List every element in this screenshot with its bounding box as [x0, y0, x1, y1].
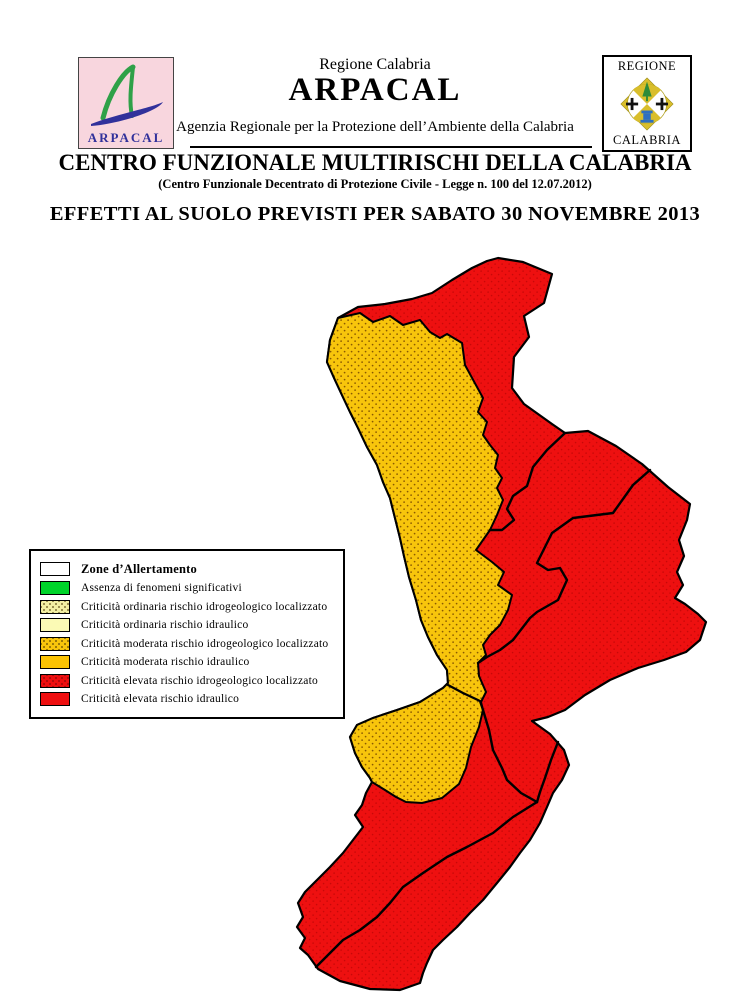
legend-swatch-amber [40, 655, 70, 670]
legend-row-moderata-idrogeologico: Criticità moderata rischio idrogeologico… [31, 636, 343, 651]
legend-label: Zone d’Allertamento [81, 561, 197, 576]
legend-row-ordinaria-idrogeologico: Criticità ordinaria rischio idrogeologic… [31, 599, 343, 614]
legend-label: Criticità ordinaria rischio idrogeologic… [81, 600, 328, 613]
map-zone-tyrrhenian-moderate [326, 312, 513, 804]
legend-swatch-green [40, 581, 70, 596]
page-title: EFFETTI AL SUOLO PREVISTI PER SABATO 30 … [49, 203, 701, 225]
centre-name-heading: CENTRO FUNZIONALE MULTIRISCHI DELLA CALA… [58, 150, 692, 175]
emblem-cross-right-icon [655, 97, 668, 110]
region-line: Regione Calabria [319, 56, 431, 73]
legend-label: Assenza di fenomeni significativi [81, 582, 242, 595]
emblem-pine-tree-icon [642, 81, 652, 101]
legend-row-elevata-idraulico: Criticità elevata rischio idraulico [31, 692, 343, 707]
map-boundary-yellow-zones [446, 683, 485, 712]
legend-label: Criticità moderata rischio idraulico [81, 656, 250, 669]
arpacal-logo-label: ARPACAL [87, 130, 165, 145]
arpacal-logo-glyph [91, 64, 163, 126]
map-boundary-toe-spine [314, 800, 539, 969]
legend-swatch-paleyellow [40, 618, 70, 633]
legend-row-moderata-idraulico: Criticità moderata rischio idraulico [31, 655, 343, 670]
header-divider [190, 146, 592, 148]
centre-subtitle: (Centro Funzionale Decentrato di Protezi… [158, 177, 592, 191]
legend-row-assenza: Assenza di fenomeni significativi [31, 581, 343, 596]
regione-calabria-logo: REGIONE CALABRIA [602, 55, 692, 152]
agency-acronym-title: ARPACAL [288, 72, 462, 108]
map-boundary-ionian-central-south [476, 468, 652, 665]
map-boundary-isthmus-west [481, 708, 539, 804]
legend-label: Criticità moderata rischio idrogeologico… [81, 637, 329, 650]
arpacal-logo: ARPACAL [78, 57, 174, 149]
legend-label: Criticità elevata rischio idrogeologico … [81, 674, 318, 687]
regione-logo-top-label: REGIONE [617, 59, 677, 73]
emblem-cross-left-icon [626, 97, 639, 110]
legend-row-elevata-idrogeologico: Criticità elevata rischio idrogeologico … [31, 673, 343, 688]
regione-logo-bottom-label: CALABRIA [613, 133, 681, 147]
legend-row-ordinaria-idraulico: Criticità ordinaria rischio idraulico [31, 618, 343, 633]
legend-swatch-red [40, 692, 70, 707]
map-boundary-ionian-north-central [488, 431, 567, 532]
legend-label: Criticità elevata rischio idraulico [81, 693, 240, 706]
legend-swatch-white [40, 562, 70, 577]
legend-swatch-amber-dotted [40, 636, 70, 651]
emblem-column-icon [640, 110, 654, 123]
legend-label: Criticità ordinaria rischio idraulico [81, 619, 249, 632]
map-boundary-isthmus-east [535, 740, 560, 804]
legend-swatch-paleyellow-dotted [40, 599, 70, 614]
legend-row-zone-allertamento: Zone d’Allertamento [31, 562, 343, 577]
legend-swatch-red-dotted [40, 673, 70, 688]
agency-full-name: Agenzia Regionale per la Protezione dell… [176, 119, 574, 135]
regione-calabria-emblem [620, 76, 674, 131]
map-legend: Zone d’Allertamento Assenza di fenomeni … [29, 549, 345, 719]
